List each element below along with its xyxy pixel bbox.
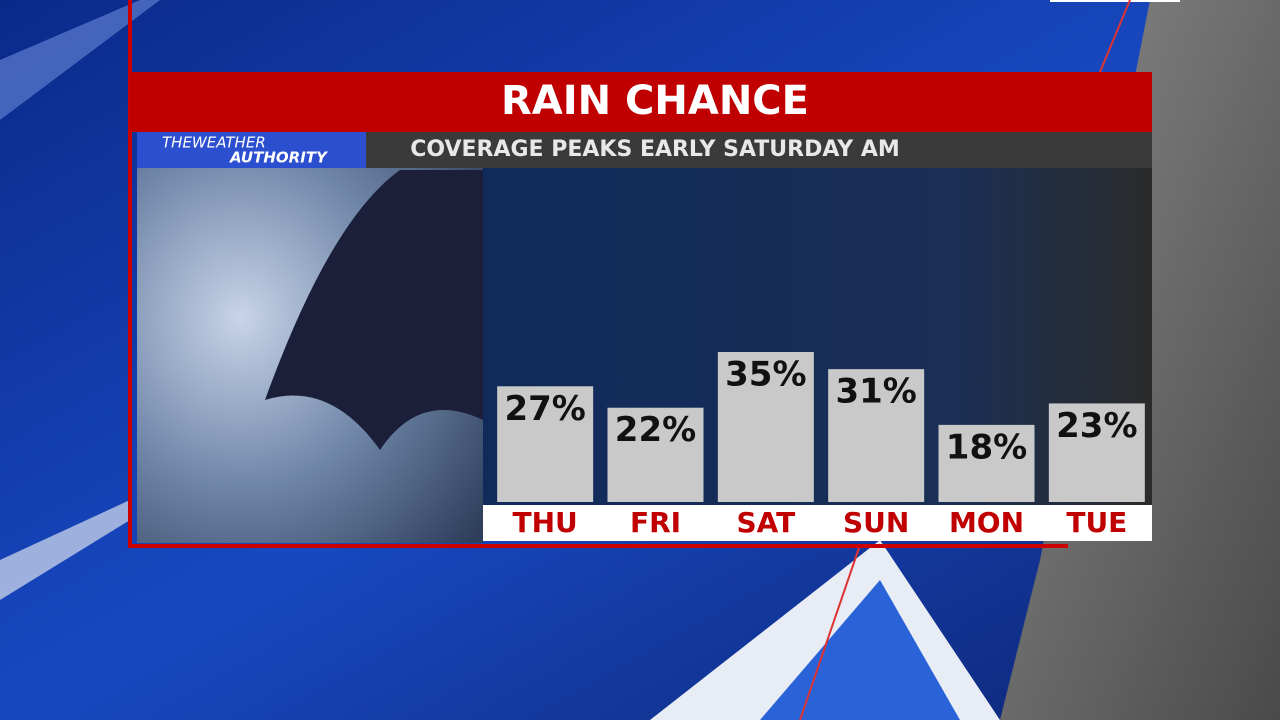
value-label: 35% <box>725 355 806 395</box>
bar <box>497 386 594 502</box>
value-label: 27% <box>504 389 585 429</box>
bar <box>1048 403 1145 502</box>
x-tick-label: FRI <box>630 506 681 539</box>
x-tick-label: THU <box>513 506 578 539</box>
x-tick-label: MON <box>949 506 1024 539</box>
bar <box>717 352 814 502</box>
x-tick-label: TUE <box>1066 506 1127 539</box>
x-tick-label: SUN <box>843 506 909 539</box>
value-label: 22% <box>615 410 696 450</box>
bar <box>607 407 704 502</box>
value-label: 18% <box>946 427 1027 467</box>
day-strip <box>483 505 1152 541</box>
umbrella <box>265 170 483 450</box>
logo-text: THEWEATHER <box>162 134 266 152</box>
x-tick-label: SAT <box>736 506 795 539</box>
chart-title: RAIN CHANCE <box>501 78 809 124</box>
bar <box>828 369 925 502</box>
value-label: 23% <box>1056 406 1137 446</box>
chart-subtitle: COVERAGE PEAKS EARLY SATURDAY AM <box>410 137 900 162</box>
logo-text: AUTHORITY <box>229 149 329 167</box>
title-bar <box>130 72 1152 132</box>
value-label: 31% <box>835 372 916 412</box>
logo-box <box>137 132 366 168</box>
chart-panel <box>483 168 1152 505</box>
bar <box>938 424 1035 502</box>
